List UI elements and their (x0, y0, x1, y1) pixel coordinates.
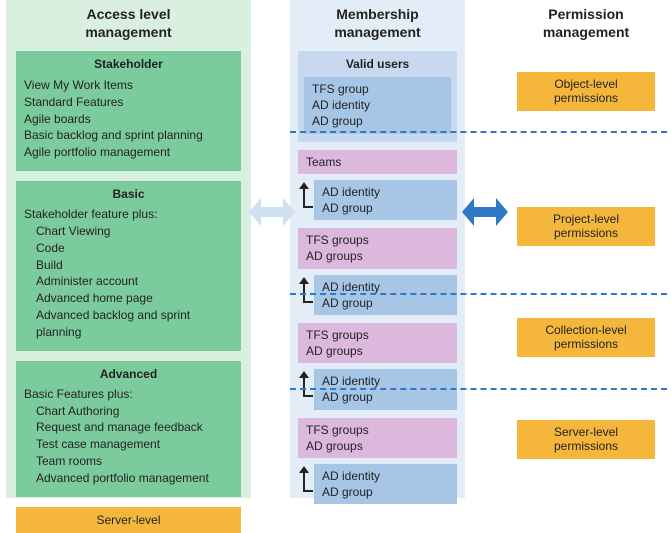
permission-badge: Server-levelpermissions (517, 420, 655, 459)
access-title-l2: management (85, 24, 171, 40)
access-title: Access level management (6, 0, 251, 51)
tier-item: Administer account (24, 273, 233, 290)
tier-item: Advanced home page (24, 290, 233, 307)
valid-users-title: Valid users (304, 57, 451, 71)
pink-line: AD groups (306, 343, 449, 359)
tier-item: Team rooms (24, 453, 233, 470)
group-sub: AD identity AD group (314, 180, 457, 220)
tier-item: Chart Authoring (24, 403, 233, 420)
group-pink: Teams (298, 150, 457, 174)
vu-line: AD identity (312, 97, 443, 113)
blue-line: AD group (322, 484, 449, 500)
permission-badge: Project-levelpermissions (517, 207, 655, 246)
membership-title-l2: management (334, 24, 420, 40)
tier-item: Chart Viewing (24, 223, 233, 240)
section-divider (290, 388, 667, 390)
tier-advanced-lead: Basic Features plus: (24, 387, 233, 401)
link-arrow-left-icon (253, 198, 291, 226)
tier-stakeholder-head: Stakeholder (24, 57, 233, 71)
blue-line: AD group (322, 389, 449, 405)
tier-item: Request and manage feedback (24, 419, 233, 436)
tier-advanced: Advanced Basic Features plus: Chart Auth… (16, 361, 241, 497)
tier-basic-head: Basic (24, 187, 233, 201)
valid-users-box: TFS group AD identity AD group (304, 77, 451, 134)
tier-basic-list: Chart Viewing Code Build Administer acco… (24, 223, 233, 341)
membership-title-l1: Membership (336, 6, 418, 22)
permission-title: Permission management (505, 0, 667, 51)
group-blue: AD identity AD group (314, 180, 457, 220)
tier-item: Advanced portfolio management (24, 470, 233, 487)
group-sub: AD identity AD group (314, 464, 457, 504)
tier-item: planning (24, 324, 233, 341)
tier-advanced-list: Chart Authoring Request and manage feedb… (24, 403, 233, 487)
tier-item: Test case management (24, 436, 233, 453)
permission-title-l1: Permission (548, 6, 623, 22)
group-pink: TFS groups AD groups (298, 323, 457, 363)
pink-line: AD groups (306, 438, 449, 454)
pink-line: TFS groups (306, 232, 449, 248)
column-membership: Membership management Valid users TFS gr… (290, 0, 465, 498)
column-permission: Permission management Object-levelpermis… (505, 0, 667, 498)
tier-item: Agile boards (24, 111, 233, 128)
pink-line: AD groups (306, 248, 449, 264)
column-access-level: Access level management Stakeholder View… (6, 0, 251, 498)
blue-line: AD identity (322, 373, 449, 389)
vu-line: TFS group (312, 81, 443, 97)
tier-basic-lead: Stakeholder feature plus: (24, 207, 233, 221)
permission-badge: Object-levelpermissions (517, 72, 655, 111)
tier-item: Advanced backlog and sprint (24, 307, 233, 324)
tier-basic: Basic Stakeholder feature plus: Chart Vi… (16, 181, 241, 351)
server-level-badge: Server-level (16, 507, 241, 533)
link-arrow-right-icon (466, 198, 504, 226)
pink-line: Teams (306, 154, 449, 170)
group-pink: TFS groups AD groups (298, 418, 457, 458)
group-pink: TFS groups AD groups (298, 228, 457, 268)
blue-line: AD identity (322, 184, 449, 200)
access-title-l1: Access level (86, 6, 170, 22)
vu-line: AD group (312, 113, 443, 129)
membership-title: Membership management (290, 0, 465, 51)
parent-arrow-icon (296, 178, 314, 210)
blue-line: AD group (322, 200, 449, 216)
tier-item: Standard Features (24, 94, 233, 111)
permission-badge: Collection-levelpermissions (517, 318, 655, 357)
section-divider (290, 293, 667, 295)
diagram-canvas: Access level management Stakeholder View… (0, 0, 671, 503)
tier-item: Code (24, 240, 233, 257)
permission-title-l2: management (543, 24, 629, 40)
pink-line: TFS groups (306, 422, 449, 438)
tier-advanced-head: Advanced (24, 367, 233, 381)
tier-item: Basic backlog and sprint planning (24, 127, 233, 144)
parent-arrow-icon (296, 462, 314, 494)
group-blue: AD identity AD group (314, 464, 457, 504)
pink-line: TFS groups (306, 327, 449, 343)
parent-arrow-icon (296, 273, 314, 305)
tier-stakeholder: Stakeholder View My Work Items Standard … (16, 51, 241, 171)
section-divider (290, 131, 667, 133)
parent-arrow-icon (296, 367, 314, 399)
blue-line: AD identity (322, 468, 449, 484)
tier-item: Agile portfolio management (24, 144, 233, 161)
tier-item: Build (24, 257, 233, 274)
tier-item: View My Work Items (24, 77, 233, 94)
tier-stakeholder-list: View My Work Items Standard Features Agi… (24, 77, 233, 161)
blue-line: AD group (322, 295, 449, 311)
valid-users-panel: Valid users TFS group AD identity AD gro… (298, 51, 457, 142)
